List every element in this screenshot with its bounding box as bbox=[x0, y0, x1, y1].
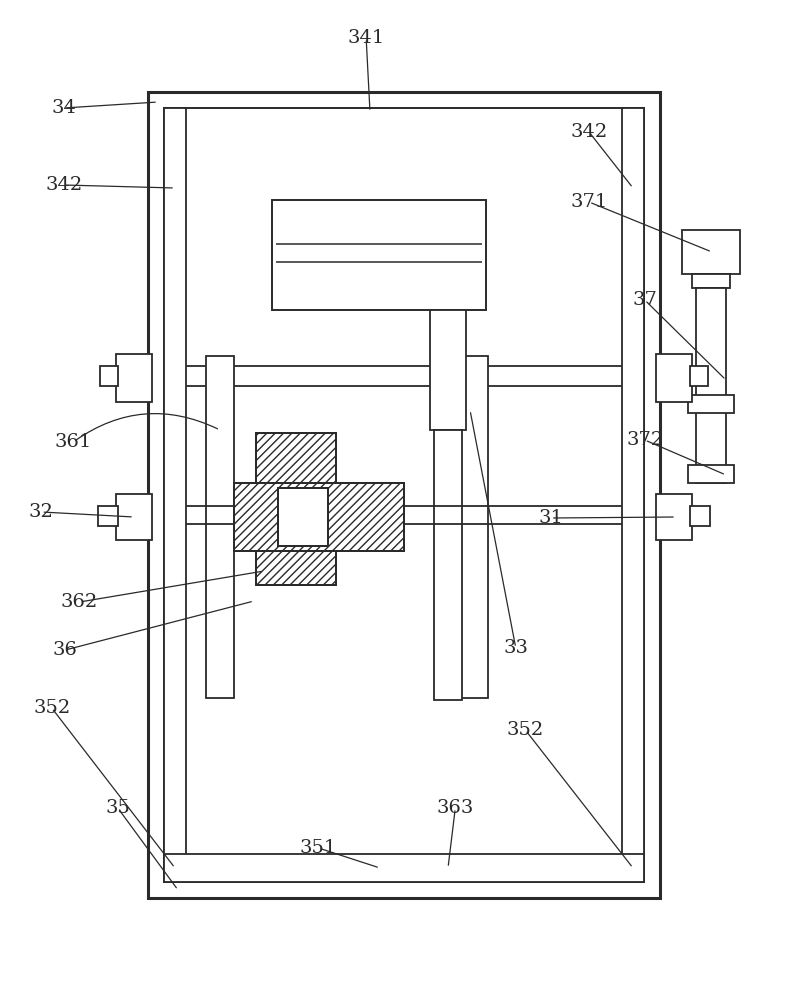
Bar bbox=[688, 395, 734, 413]
Bar bbox=[278, 488, 328, 546]
Text: 361: 361 bbox=[55, 433, 92, 451]
Bar bbox=[460, 356, 488, 698]
Bar bbox=[116, 354, 152, 402]
Text: 352: 352 bbox=[507, 721, 544, 739]
Bar bbox=[100, 366, 118, 386]
Text: 33: 33 bbox=[503, 639, 529, 657]
Text: 352: 352 bbox=[33, 699, 70, 717]
Bar bbox=[430, 310, 466, 430]
Bar bbox=[690, 366, 708, 386]
Bar bbox=[656, 494, 692, 540]
Bar bbox=[164, 108, 644, 882]
Bar bbox=[434, 430, 462, 700]
Text: 34: 34 bbox=[51, 99, 76, 117]
Bar bbox=[206, 356, 234, 698]
Text: 35: 35 bbox=[105, 799, 131, 817]
Bar bbox=[148, 92, 660, 898]
Text: 363: 363 bbox=[437, 799, 474, 817]
Text: 31: 31 bbox=[538, 509, 564, 527]
Bar bbox=[234, 483, 404, 551]
Text: 36: 36 bbox=[53, 641, 78, 659]
Text: 341: 341 bbox=[348, 29, 384, 47]
Bar bbox=[164, 854, 644, 882]
Bar bbox=[690, 506, 710, 526]
Text: 37: 37 bbox=[632, 291, 657, 309]
Text: 351: 351 bbox=[300, 839, 337, 857]
Text: 32: 32 bbox=[29, 503, 54, 521]
Text: 372: 372 bbox=[626, 431, 663, 449]
Bar bbox=[688, 465, 734, 483]
Bar bbox=[272, 200, 486, 310]
Text: 342: 342 bbox=[571, 123, 607, 141]
Bar bbox=[256, 433, 336, 483]
Bar bbox=[622, 108, 644, 882]
Text: 371: 371 bbox=[571, 193, 607, 211]
Bar bbox=[656, 354, 692, 402]
Bar bbox=[692, 274, 730, 288]
Text: 342: 342 bbox=[45, 176, 82, 194]
Bar bbox=[256, 551, 336, 585]
Bar bbox=[278, 488, 328, 546]
Bar bbox=[256, 551, 336, 585]
Bar bbox=[696, 288, 726, 483]
Bar bbox=[234, 483, 404, 551]
Text: 362: 362 bbox=[61, 593, 98, 611]
Bar bbox=[116, 494, 152, 540]
Bar bbox=[98, 506, 118, 526]
Bar bbox=[164, 108, 186, 882]
Bar bbox=[256, 433, 336, 483]
Bar bbox=[682, 230, 740, 274]
